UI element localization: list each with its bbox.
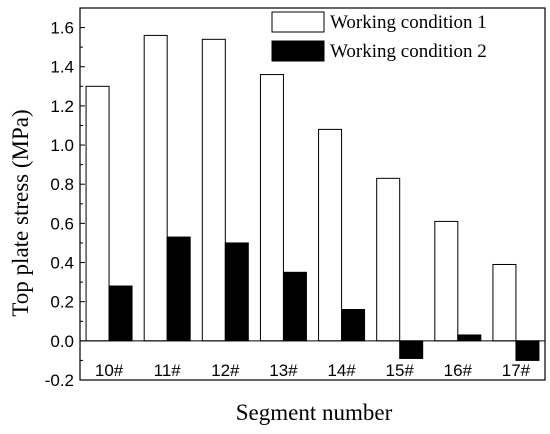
bar-series-2-10 <box>108 285 133 342</box>
bar-series-1-17 <box>492 263 517 342</box>
bar-series-2-14 <box>341 309 366 342</box>
y-tick-label: 0.6 <box>50 214 74 233</box>
y-tick-label: 0.8 <box>50 175 74 194</box>
bar-series-2-11 <box>166 236 191 342</box>
bar-series-1-10 <box>85 85 110 342</box>
y-tick-label: 1.4 <box>50 58 74 77</box>
x-tick-label: 10# <box>95 361 124 380</box>
y-tick-label: 0.0 <box>50 332 74 351</box>
bar-series-1-12 <box>201 38 226 342</box>
bar-series-1-16 <box>434 220 459 342</box>
bars-layer <box>85 34 540 361</box>
bar-series-2-16 <box>457 334 482 342</box>
bar-series-2-12 <box>224 242 249 342</box>
legend: Working condition 1 Working condition 2 <box>271 11 487 62</box>
y-tick-label: 1.0 <box>50 136 74 155</box>
y-tick-label: 1.2 <box>50 97 74 116</box>
x-axis-label: Segment number <box>236 400 393 425</box>
y-tick-label: -0.2 <box>45 371 74 390</box>
legend-swatch-working-condition-1 <box>271 11 325 33</box>
x-tick-label: 17# <box>502 361 531 380</box>
x-tick-label: 15# <box>386 361 415 380</box>
y-tick-label: 0.4 <box>50 254 74 273</box>
y-tick-label: 1.6 <box>50 19 74 38</box>
y-axis: -0.2 0.0 0.2 0.4 0.6 0.8 1.0 1.2 1.4 1.6 <box>45 19 85 390</box>
x-tick-label: 14# <box>327 361 356 380</box>
legend-label-working-condition-2: Working condition 2 <box>330 41 487 62</box>
x-tick-label: 16# <box>444 361 473 380</box>
bar-series-1-15 <box>376 177 401 342</box>
bar-series-2-13 <box>282 271 307 342</box>
bar-series-1-14 <box>318 128 343 342</box>
bar-series-2-15 <box>399 340 424 359</box>
x-tick-label: 12# <box>211 361 240 380</box>
x-tick-label: 13# <box>269 361 298 380</box>
y-tick-label: 0.2 <box>50 293 74 312</box>
bar-series-2-17 <box>515 340 540 361</box>
x-axis: 10# 11# 12# 13# 14# 15# 16# 17# <box>95 361 531 380</box>
x-tick-label: 11# <box>154 361 182 380</box>
y-axis-label: Top plate stress (MPa) <box>8 109 33 316</box>
bar-series-1-13 <box>259 74 284 342</box>
legend-label-working-condition-1: Working condition 1 <box>330 12 487 33</box>
plot-frame <box>79 7 546 381</box>
bar-series-1-11 <box>143 34 168 342</box>
legend-swatch-working-condition-2 <box>271 40 325 62</box>
